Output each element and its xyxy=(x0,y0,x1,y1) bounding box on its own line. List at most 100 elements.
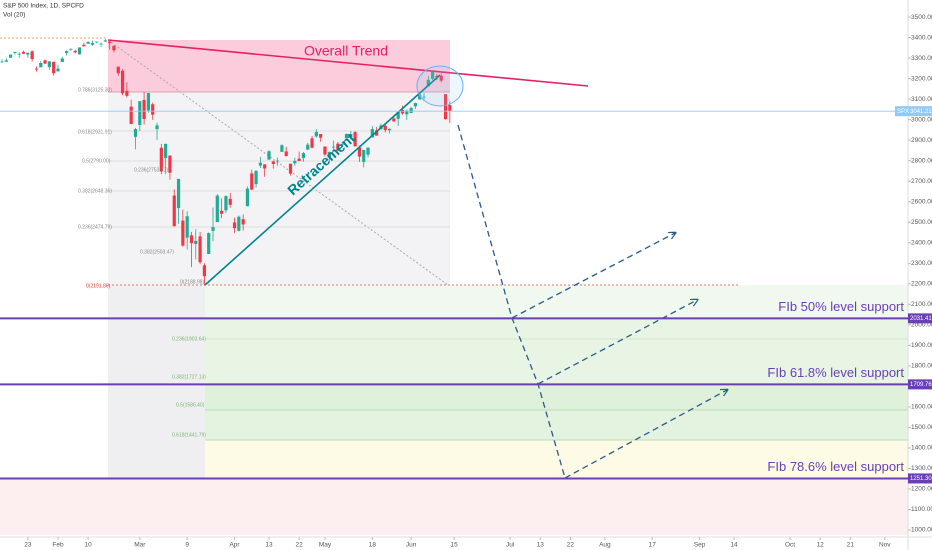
y-tick-label: 1400.00 xyxy=(911,445,932,452)
chart-title: S&P 500 Index, 1D, SPCFD xyxy=(3,3,84,10)
candle-body xyxy=(340,144,344,145)
candle-body xyxy=(60,58,64,62)
candle-body xyxy=(133,129,138,137)
candle-body xyxy=(30,51,34,60)
candle-body xyxy=(353,132,357,147)
fib-zone xyxy=(108,92,450,285)
candle-body xyxy=(323,146,327,155)
candle-body xyxy=(52,61,56,74)
candle-body xyxy=(185,216,189,238)
x-tick-label: 18 xyxy=(369,542,377,549)
y-tick-label: 1100.00 xyxy=(911,506,932,513)
candle-body xyxy=(228,198,232,205)
x-tick-label: 13 xyxy=(537,542,545,549)
candle-body xyxy=(310,138,314,148)
x-tick-label: 22 xyxy=(567,542,575,549)
x-tick-label: 10 xyxy=(85,542,93,549)
fib-label: 0.236(2474.79) xyxy=(78,224,112,230)
retracement-line xyxy=(204,74,441,286)
candle-body xyxy=(443,94,448,120)
candle-body xyxy=(241,219,245,225)
highlight-circle xyxy=(416,65,464,107)
fib-label: 0.5(1586.40) xyxy=(176,402,205,408)
candle-body xyxy=(181,220,185,246)
fib-label: 0(2188.98) xyxy=(180,279,205,285)
candle-body xyxy=(314,131,318,137)
zone xyxy=(0,478,908,535)
candles xyxy=(0,38,452,286)
candle-body xyxy=(357,147,362,157)
fib-label: 0.236(2753.13) xyxy=(134,167,168,173)
support-price-box xyxy=(908,313,932,324)
y-tick-label: 1800.00 xyxy=(911,363,932,370)
candle-body xyxy=(108,41,112,44)
candle-body xyxy=(232,222,237,229)
candle-body xyxy=(207,233,211,255)
candle-body xyxy=(155,125,159,130)
candle-body xyxy=(297,158,301,162)
x-tick-label: 9 xyxy=(185,542,189,549)
zone xyxy=(205,440,908,478)
candle-body xyxy=(211,227,215,231)
support-price-label: 1709.76 xyxy=(910,382,932,388)
fib-label: 0.236(1903.64) xyxy=(172,336,206,342)
candle-body xyxy=(125,90,129,96)
candle-body xyxy=(267,151,271,160)
trend-label: Overall Trend xyxy=(304,43,388,59)
candle-body xyxy=(26,52,30,55)
candle-body xyxy=(245,188,250,207)
candle-body xyxy=(4,60,8,62)
candle-body xyxy=(215,195,219,223)
candle-body xyxy=(319,133,323,138)
y-tick-label: 2700.00 xyxy=(911,178,932,185)
zone xyxy=(205,318,908,384)
candle-body xyxy=(349,133,353,138)
candle-body xyxy=(409,108,413,114)
candle-body xyxy=(77,47,82,55)
candle-body xyxy=(9,54,13,58)
candle-body xyxy=(362,149,366,162)
zone xyxy=(205,410,908,440)
candle-body xyxy=(370,129,374,138)
candle-body xyxy=(418,94,422,100)
candle-body xyxy=(426,79,430,87)
candle-body xyxy=(34,68,39,70)
candle-body xyxy=(39,62,43,68)
y-tick-label: 3400.00 xyxy=(911,34,932,41)
candle-body xyxy=(13,51,17,53)
last-price-label: 3041.21 xyxy=(910,109,932,115)
candle-body xyxy=(73,50,77,53)
x-tick-label: Feb xyxy=(52,542,64,549)
candle-body xyxy=(387,128,392,131)
candle-body xyxy=(47,61,51,68)
support-label: FIb 78.6% level support xyxy=(767,459,904,474)
candle-body xyxy=(56,68,60,72)
candle-body xyxy=(288,163,293,174)
x-tick-label: 14 xyxy=(730,542,738,549)
support-price-box xyxy=(908,379,932,390)
last-price-name: SPX xyxy=(897,109,909,115)
trend-zone xyxy=(108,40,450,92)
y-tick-label: 2600.00 xyxy=(911,198,932,205)
candle-body xyxy=(306,144,310,150)
candle-body xyxy=(396,112,400,119)
y-tick-label: 3100.00 xyxy=(911,96,932,103)
candle-body xyxy=(194,240,198,244)
candle-body xyxy=(413,103,417,107)
zone xyxy=(205,285,908,318)
candle-body xyxy=(82,44,86,47)
candle-body xyxy=(168,155,172,173)
support-label: FIb 50% level support xyxy=(778,299,904,314)
candle-body xyxy=(17,53,21,55)
candle-body xyxy=(142,99,146,120)
fib-diagonal xyxy=(107,39,449,286)
y-tick-label: 2300.00 xyxy=(911,260,932,267)
y-tick-label: 2100.00 xyxy=(911,301,932,308)
candle-body xyxy=(43,60,47,64)
support-price-label: 2031.41 xyxy=(910,316,932,322)
candle-body xyxy=(69,48,73,50)
candle-body xyxy=(435,75,439,78)
y-tick-label: 2900.00 xyxy=(911,137,932,144)
